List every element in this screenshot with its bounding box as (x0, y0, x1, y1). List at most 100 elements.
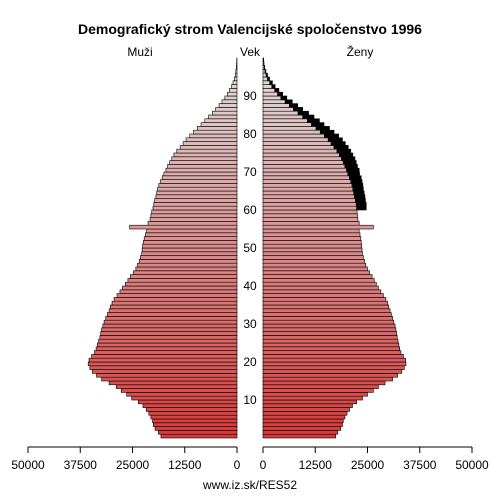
female-bar (262, 213, 358, 218)
female-bar (262, 274, 373, 279)
male-bar (101, 376, 238, 382)
female-bar (262, 342, 400, 348)
male-bar (218, 103, 238, 108)
female-bar (262, 365, 405, 370)
female-bar (262, 137, 329, 142)
male-bar (208, 114, 238, 120)
female-bar (262, 126, 317, 131)
female-bar (262, 91, 278, 97)
male-bar (176, 148, 238, 154)
female-bar (262, 281, 377, 287)
male-bar (131, 395, 238, 401)
female-bar (262, 399, 357, 405)
female-bar (262, 327, 397, 332)
female-bar (262, 316, 393, 321)
female-bar (262, 373, 398, 378)
male-bar (111, 300, 238, 306)
x-tick-label: 0 (260, 458, 267, 472)
female-bar (262, 179, 352, 184)
female-bar (262, 171, 349, 177)
male-bar (149, 217, 238, 222)
male-bar (179, 145, 238, 150)
male-bar (196, 126, 238, 131)
male-bar (158, 430, 238, 435)
female-bar (262, 308, 391, 313)
female-excess-bar (352, 186, 364, 192)
female-excess-bar (347, 171, 360, 177)
x-tick-label: 12500 (299, 458, 333, 472)
female-bar (262, 331, 398, 336)
female-bar (262, 84, 273, 89)
center-label: Vek (240, 45, 261, 59)
female-excess-bar (350, 179, 363, 184)
male-bar (200, 122, 238, 127)
age-tick-label: 80 (243, 127, 257, 141)
male-bar (231, 84, 238, 89)
female-bar (262, 266, 368, 272)
x-tick-label: 25000 (351, 458, 385, 472)
female-bar (262, 160, 344, 165)
chart-title: Demografický strom Valencijské spoločens… (78, 21, 422, 37)
female-excess-bar (265, 72, 268, 78)
male-bar (88, 357, 238, 363)
female-bar (262, 414, 346, 420)
age-tick-label: 30 (243, 317, 257, 331)
female-bar (262, 164, 346, 169)
male-bar (101, 327, 238, 332)
female-bar (262, 380, 386, 386)
age-tick-label: 60 (243, 203, 257, 217)
male-bar (154, 426, 238, 431)
female-bar (262, 209, 358, 215)
male-bar (156, 190, 238, 196)
female-bar (262, 240, 362, 245)
male-bar (229, 88, 238, 93)
source-label: www.iz.sk/RES52 (202, 478, 297, 492)
male-bar (138, 399, 238, 405)
female-bar (262, 278, 375, 283)
male-bar (133, 270, 238, 275)
male-bar (92, 369, 238, 374)
female-bar (262, 152, 340, 158)
male-bar (138, 259, 238, 264)
male-bar (95, 346, 238, 351)
male-bar (141, 251, 238, 256)
female-bar (262, 107, 294, 112)
female-excess-bar (351, 183, 364, 188)
female-bar (262, 194, 355, 199)
male-bar (120, 388, 238, 393)
female-excess-bar (353, 190, 365, 196)
female-bar (262, 262, 367, 268)
male-bar (127, 278, 238, 283)
female-bar (262, 72, 267, 78)
female-bar (262, 388, 374, 393)
female-bar (262, 407, 350, 412)
male-bar (125, 281, 238, 287)
male-bar (193, 129, 238, 135)
female-bar (262, 129, 321, 135)
male-bar (160, 179, 238, 184)
male-bar (224, 95, 238, 101)
female-excess-bar (339, 152, 354, 158)
male-bar (113, 297, 238, 302)
female-bar (262, 304, 390, 310)
male-bar (103, 319, 238, 325)
female-excess-bar (289, 103, 298, 108)
female-bar (262, 175, 350, 180)
female-excess-bar (346, 167, 360, 173)
female-bar (262, 190, 355, 196)
male-bar (232, 80, 238, 85)
female-bar (262, 338, 399, 344)
male-bar (108, 308, 238, 313)
male-bar (204, 118, 238, 123)
female-excess-bar (263, 65, 266, 70)
x-tick-label: 0 (234, 458, 241, 472)
female-bar (262, 289, 382, 294)
male-bar (221, 99, 238, 104)
male-bar (235, 69, 238, 74)
male-bar (143, 240, 238, 245)
female-bar (262, 312, 392, 317)
female-bar (262, 426, 342, 431)
male-bar (142, 243, 238, 249)
female-bar (262, 148, 338, 154)
male-bar (189, 133, 238, 139)
